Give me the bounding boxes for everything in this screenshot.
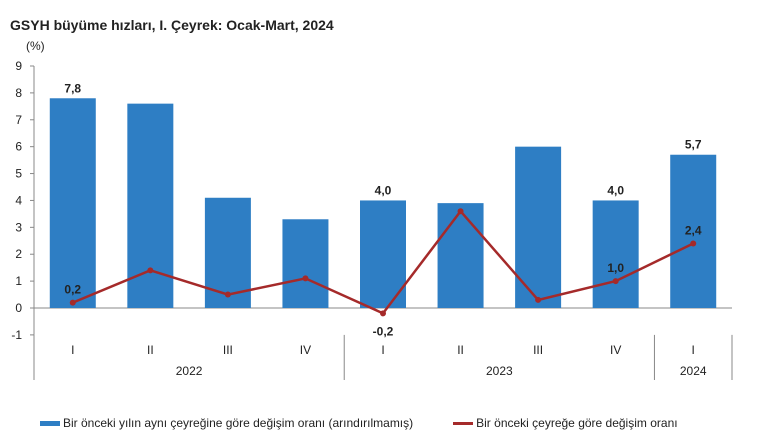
legend-item-line: Bir önceki çeyreğe göre değişim oranı bbox=[453, 416, 678, 430]
x-group-label: 2024 bbox=[680, 364, 707, 378]
legend-item-bar: Bir önceki yılın aynı çeyreğine göre değ… bbox=[40, 416, 413, 430]
y-tick-label: 4 bbox=[15, 193, 22, 207]
x-tick-label: I bbox=[381, 343, 384, 357]
bar bbox=[282, 219, 329, 308]
bar bbox=[670, 154, 717, 308]
line-point bbox=[302, 275, 309, 282]
legend: Bir önceki yılın aynı çeyreğine göre değ… bbox=[40, 416, 678, 430]
bar-data-label: 4,0 bbox=[607, 183, 624, 197]
x-tick-label: IV bbox=[610, 343, 621, 357]
line-point bbox=[690, 240, 697, 247]
legend-swatch-line bbox=[453, 421, 474, 425]
chart-title: GSYH büyüme hızları, I. Çeyrek: Ocak-Mar… bbox=[10, 17, 334, 33]
legend-swatch-bar bbox=[40, 420, 60, 426]
x-tick-label: IV bbox=[300, 343, 311, 357]
bar-data-label: 7,8 bbox=[64, 81, 81, 95]
y-tick-label: 5 bbox=[15, 167, 22, 181]
bar bbox=[515, 146, 562, 308]
line-point bbox=[457, 208, 464, 215]
y-tick-label: 1 bbox=[15, 274, 22, 288]
x-tick-label: I bbox=[71, 343, 74, 357]
x-group-label: 2023 bbox=[486, 364, 513, 378]
bar-data-label: 5,7 bbox=[685, 138, 702, 152]
x-tick-label: I bbox=[692, 343, 695, 357]
bar bbox=[592, 200, 639, 308]
y-tick-label: 7 bbox=[15, 113, 22, 127]
line-point bbox=[535, 296, 542, 303]
x-tick-label: III bbox=[223, 343, 233, 357]
y-tick-label: 2 bbox=[15, 247, 22, 261]
y-tick-label: 0 bbox=[15, 301, 22, 315]
y-axis-label: (%) bbox=[26, 39, 45, 53]
x-tick-label: II bbox=[457, 343, 464, 357]
bar bbox=[437, 203, 484, 308]
line-data-label: -0,2 bbox=[373, 324, 394, 338]
line-data-label: 1,0 bbox=[607, 261, 624, 275]
line-point bbox=[69, 299, 76, 306]
line-data-label: 2,4 bbox=[685, 223, 702, 237]
x-tick-label: III bbox=[533, 343, 543, 357]
line-point bbox=[224, 291, 231, 298]
y-tick-label: 8 bbox=[15, 86, 22, 100]
line-point bbox=[147, 267, 154, 274]
line-point bbox=[612, 278, 619, 285]
y-tick-label: 3 bbox=[15, 220, 22, 234]
x-group-label: 2022 bbox=[176, 364, 203, 378]
bar bbox=[49, 98, 96, 309]
line-point bbox=[380, 310, 386, 317]
bar bbox=[360, 200, 406, 308]
y-tick-label: 9 bbox=[15, 59, 22, 73]
x-tick-label: II bbox=[147, 343, 154, 357]
legend-label-bar: Bir önceki yılın aynı çeyreğine göre değ… bbox=[63, 416, 414, 430]
legend-label-line: Bir önceki çeyreğe göre değişim oranı bbox=[476, 416, 678, 430]
bar-data-label: 4,0 bbox=[375, 183, 392, 197]
line-data-label: 0,2 bbox=[64, 283, 81, 297]
y-tick-label: -1 bbox=[11, 328, 22, 342]
y-tick-label: 6 bbox=[15, 140, 22, 154]
